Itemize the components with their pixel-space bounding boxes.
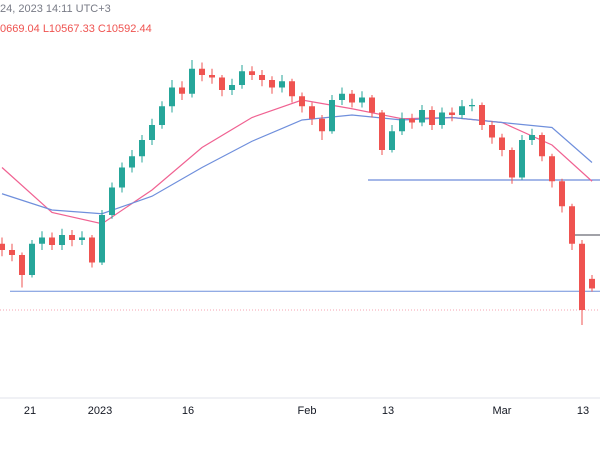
candle-body [159,106,165,125]
x-tick-label: 13 [382,405,394,417]
candle-body [179,87,185,94]
candle-body [119,167,125,188]
candle-body [189,68,195,94]
candle-body [169,87,175,107]
candle-body [259,75,265,80]
x-tick-label: 2023 [88,405,112,417]
candle-body [79,237,85,240]
candle-body [139,140,145,157]
candle-body [579,243,585,310]
candle-body [389,131,395,150]
candle-body [539,135,545,157]
candle-body [0,243,5,250]
x-tick-label: 16 [182,405,194,417]
candle-body [309,106,315,119]
candle-body [269,80,275,88]
candle-body [339,93,345,100]
candle-body [459,106,465,115]
candle-body [379,112,385,150]
candle-body [449,112,455,115]
candle-body [369,97,375,113]
header-ohlc: 0669.04 L10567.33 C10592.44 [0,23,152,35]
candle-body [349,93,355,103]
candle-body [469,105,475,107]
candle-body [59,235,65,245]
candle-body [149,125,155,140]
candle-body [219,77,225,90]
candle-body [559,181,565,207]
moving-average [1,114,593,215]
x-tick-label: 21 [24,405,36,417]
candle-body [209,75,215,78]
candle-body [399,118,405,132]
candle-body [329,100,335,132]
candle-body [549,156,555,182]
candle-body [239,71,245,85]
candle-body [249,71,255,75]
header-datetime: 24, 2023 14:11 UTC+3 [0,3,111,15]
candle-body [89,237,95,263]
candle-body [519,140,525,178]
candle-body [499,137,505,150]
x-tick-label: Mar [493,405,512,417]
candle-body [359,97,365,103]
candle-body [39,237,45,244]
candle-body [289,81,295,97]
candle-body [129,156,135,168]
candle-body [589,278,595,289]
candle-body [99,215,105,263]
candle-body [489,125,495,138]
candle-body [199,68,205,75]
candle-body [29,243,35,275]
candle-body [319,118,325,132]
candle-body [429,110,435,125]
candle-body [9,250,15,255]
candle-body [19,255,25,275]
moving-average [1,99,593,225]
candle-body [419,110,425,123]
candle-body [109,187,115,215]
candle-body [479,105,485,125]
candle-body [229,85,235,90]
candle-body [69,235,75,240]
candle-body [569,206,575,244]
candle-body [509,150,515,178]
candle-body [439,112,445,125]
candle-body [279,81,285,88]
x-tick-label: Feb [298,405,317,417]
candle-body [49,237,55,245]
x-tick-label: 13 [577,405,589,417]
candle-body [299,96,305,107]
candle-body [409,118,415,123]
candle-body [529,135,535,140]
